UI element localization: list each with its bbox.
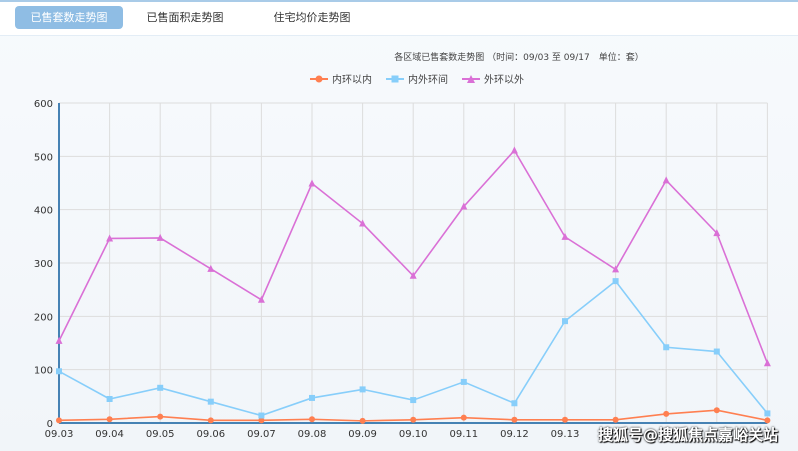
data-point (562, 416, 568, 423)
data-point (258, 412, 265, 419)
data-point (612, 416, 619, 423)
data-point (511, 400, 518, 407)
data-point (309, 394, 315, 401)
data-point (56, 417, 62, 424)
data-point (663, 410, 670, 417)
y-tick-label: 500 (34, 152, 53, 163)
data-point (157, 413, 164, 420)
data-point (157, 384, 164, 391)
data-point (359, 417, 366, 424)
data-point (460, 414, 467, 421)
data-point (410, 416, 417, 423)
data-point (511, 416, 518, 423)
data-point (764, 410, 771, 417)
x-tick-label: 09.09 (348, 429, 377, 440)
data-point (612, 265, 620, 273)
data-point (612, 278, 619, 285)
chart-title: 各区域已售套数走势图 （时间：09/03 至 09/17 单位：套） (394, 53, 644, 63)
x-tick-label: 09.07 (247, 429, 276, 440)
y-tick-label: 600 (34, 99, 53, 110)
data-point (258, 417, 265, 424)
tab-avg-price[interactable]: 住宅均价走势图 (273, 11, 351, 24)
legend-label: 内外环间 (408, 75, 448, 86)
y-tick-label: 400 (34, 206, 53, 217)
x-tick-label: 09.11 (449, 429, 478, 440)
data-point (713, 407, 720, 414)
data-point (662, 176, 670, 184)
legend-item[interactable]: 内环以内 (310, 71, 372, 86)
data-point (207, 417, 214, 424)
legend-label: 外环以外 (484, 75, 524, 86)
data-point (510, 146, 518, 154)
data-point (713, 229, 721, 237)
data-point (763, 359, 771, 367)
data-point (663, 344, 670, 351)
chart-legend: 内环以内 内外环间 外环以外 (310, 71, 524, 86)
x-tick-label: 09.13 (551, 429, 580, 440)
x-tick-label: 09.06 (196, 429, 225, 440)
data-point (359, 386, 366, 393)
x-tick-label: 09.03 (45, 429, 74, 440)
data-point (106, 396, 113, 402)
y-tick-label: 0 (47, 419, 53, 430)
legend-item[interactable]: 外环以外 (462, 71, 524, 86)
data-point (460, 202, 468, 210)
data-point (561, 232, 569, 240)
y-tick-label: 300 (34, 259, 53, 270)
data-point (460, 378, 467, 385)
data-point (106, 234, 114, 242)
x-tick-label: 09.12 (500, 429, 529, 440)
data-point (106, 416, 113, 423)
data-point (562, 318, 568, 325)
data-point (409, 271, 417, 279)
top-border (0, 0, 798, 2)
x-tick-label: 09.04 (95, 429, 124, 440)
data-point (56, 368, 62, 375)
data-point (207, 264, 215, 272)
data-point (156, 233, 164, 241)
data-point (308, 179, 316, 187)
data-point (713, 348, 720, 355)
tab-bar: 已售套数走势图 已售面积走势图 住宅均价走势图 (0, 2, 798, 36)
x-tick-label: 09.10 (399, 429, 428, 440)
data-point (309, 416, 315, 423)
y-tick-label: 100 (34, 366, 53, 377)
watermark: 搜狐号@搜狐焦点嘉峪关站 (598, 426, 779, 444)
legend-item[interactable]: 内外环间 (386, 71, 448, 86)
y-tick-label: 200 (34, 312, 53, 323)
x-tick-label: 09.05 (146, 429, 175, 440)
data-point (207, 398, 214, 405)
tab-sold-area[interactable]: 已售面积走势图 (146, 11, 224, 24)
x-tick-label: 09.08 (298, 429, 327, 440)
tab-sold-units[interactable]: 已售套数走势图 (15, 6, 123, 29)
legend-label: 内环以内 (332, 75, 372, 86)
data-point (410, 397, 417, 404)
data-point (359, 219, 367, 227)
data-point (764, 417, 771, 424)
data-point (55, 336, 63, 344)
data-point (257, 295, 265, 303)
